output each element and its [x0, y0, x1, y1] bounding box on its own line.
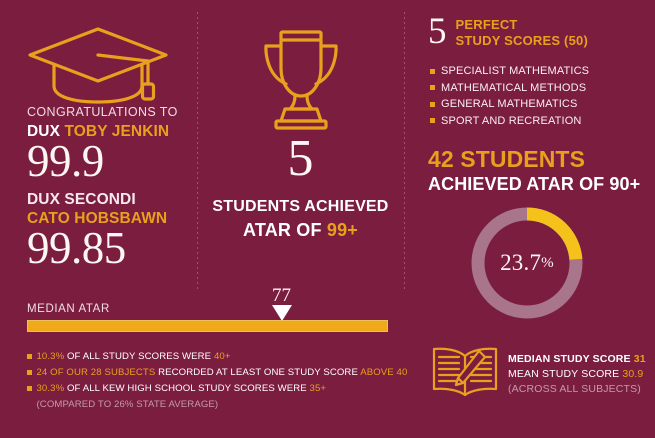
across-all-subjects-note: (ACROSS ALL SUBJECTS): [508, 383, 641, 395]
perfect-scores-heading: 5 PERFECT STUDY SCORES (50): [428, 11, 588, 52]
donut-center-label: 23.7%: [468, 204, 586, 322]
fact-value: 24 OF OUR 28 SUBJECTS: [36, 367, 156, 378]
dux-secondi-score: 99.85: [27, 223, 126, 273]
statistics-list: 10.3% OF ALL STUDY SCORES WERE 40+ 24 OF…: [27, 349, 407, 413]
perfect-scores-words: PERFECT STUDY SCORES (50): [456, 14, 588, 48]
donut-value: 23.7: [500, 250, 542, 275]
subject-label: GENERAL MATHEMATICS: [441, 98, 578, 110]
mean-study-score-line: MEAN STUDY SCORE 30.9: [508, 367, 653, 382]
bullet-square-icon: [430, 118, 435, 124]
atar-of-prefix: ATAR OF: [242, 220, 327, 240]
list-item: 24 OF OUR 28 SUBJECTS RECORDED AT LEAST …: [27, 365, 407, 380]
median-study-score-label: MEDIAN STUDY SCORE: [508, 353, 634, 365]
atar-of-99-label: ATAR OF 99+: [197, 220, 404, 241]
dux-secondi-label: DUX SECONDI: [27, 191, 136, 208]
list-item: SPORT AND RECREATION: [430, 113, 589, 130]
list-item: 30.3% OF ALL KEW HIGH SCHOOL STUDY SCORE…: [27, 381, 387, 396]
perfect-scores-count: 5: [428, 11, 447, 52]
atar-99-value: 99+: [326, 220, 359, 240]
atar-99-panel: 5 STUDENTS ACHIEVED ATAR OF 99+: [197, 0, 404, 292]
open-book-with-pencil-icon: [430, 344, 500, 405]
study-score-summary: MEDIAN STUDY SCORE 31 MEAN STUDY SCORE 3…: [508, 352, 653, 397]
bullet-square-icon: [430, 85, 435, 91]
dux-line: DUX TOBY JENKIN: [27, 123, 202, 141]
perfect-line-1: PERFECT: [455, 17, 518, 32]
fact-value: 10.3%: [36, 351, 65, 362]
median-atar-bar: [27, 320, 388, 332]
students-achieved-label: STUDENTS ACHIEVED: [212, 198, 389, 215]
subject-label: MATHEMATICAL METHODS: [441, 81, 587, 94]
dux-panel: CONGRATULATIONS TO DUX TOBY JENKIN 99.9 …: [0, 0, 197, 292]
students-90-headline: 42 STUDENTS: [428, 146, 586, 172]
list-item: 10.3% OF ALL STUDY SCORES WERE 40+: [27, 349, 387, 364]
perfect-subjects-list: SPECIALIST MATHEMATICS MATHEMATICAL METH…: [430, 63, 589, 129]
trophy-icon: [252, 26, 350, 137]
dux-secondi-name: CATO HOBSBAWN: [27, 210, 168, 227]
state-average-note: (COMPARED TO 26% STATE AVERAGE): [36, 399, 219, 410]
bullet-square-icon: [27, 386, 32, 391]
dux-name: TOBY JENKIN: [64, 123, 170, 140]
fact-text: OF ALL KEW HIGH SCHOOL STUDY SCORES WERE: [64, 383, 310, 394]
subject-label: SPORT AND RECREATION: [441, 114, 582, 127]
list-item: SPECIALIST MATHEMATICS: [430, 63, 589, 80]
fact-line: 10.3% OF ALL STUDY SCORES WERE 40+: [37, 349, 231, 364]
fact-tail: ABOVE 40: [360, 367, 408, 378]
median-atar-marker-icon: [271, 305, 292, 321]
perfect-scores-panel: 5 PERFECT STUDY SCORES (50) SPECIALIST M…: [404, 0, 655, 319]
bullet-square-icon: [27, 354, 32, 359]
dux-score: 99.9: [27, 136, 104, 186]
atar-90-donut-chart: 23.7%: [468, 204, 586, 322]
median-atar-value: 77: [272, 285, 291, 306]
column-divider-left: [197, 12, 198, 290]
median-study-score-value: 31: [633, 353, 646, 365]
bullet-square-icon: [430, 68, 435, 74]
fact-text: RECORDED AT LEAST ONE STUDY SCORE: [155, 367, 361, 378]
dux-text-block: CONGRATULATIONS TO DUX TOBY JENKIN 99.9 …: [27, 105, 202, 277]
mean-study-score-label: MEAN STUDY SCORE: [508, 368, 623, 380]
bullet-square-icon: [430, 101, 435, 107]
students-90-subline: ACHIEVED ATAR OF 90+: [428, 174, 641, 194]
list-item: MATHEMATICAL METHODS: [430, 80, 589, 97]
bullet-square-icon: [27, 370, 32, 375]
list-item: (COMPARED TO 26% STATE AVERAGE): [27, 397, 387, 412]
perfect-line-2: STUDY SCORES (50): [455, 32, 588, 48]
column-divider-right: [404, 12, 405, 290]
fact-line: 24 OF OUR 28 SUBJECTS RECORDED AT LEAST …: [37, 365, 408, 380]
fact-tail: 40+: [213, 351, 231, 362]
median-atar-label: MEDIAN ATAR: [27, 303, 110, 315]
graduation-cap-icon: [24, 24, 172, 111]
fact-value: 30.3%: [36, 383, 65, 394]
fact-tail: 35+: [309, 383, 327, 394]
dux-label: DUX: [27, 123, 61, 140]
students-count: 5: [287, 130, 314, 187]
median-study-score-line: MEDIAN STUDY SCORE 31: [508, 352, 653, 367]
subject-label: SPECIALIST MATHEMATICS: [441, 65, 590, 77]
fact-text: OF ALL STUDY SCORES WERE: [64, 351, 214, 362]
list-item: GENERAL MATHEMATICS: [430, 96, 589, 113]
fact-line: 30.3% OF ALL KEW HIGH SCHOOL STUDY SCORE…: [37, 381, 327, 396]
congratulations-label: CONGRATULATIONS TO: [27, 105, 178, 119]
mean-study-score-value: 30.9: [622, 368, 644, 380]
donut-value-arc: [471, 207, 583, 319]
donut-percent-sign: %: [541, 254, 554, 271]
